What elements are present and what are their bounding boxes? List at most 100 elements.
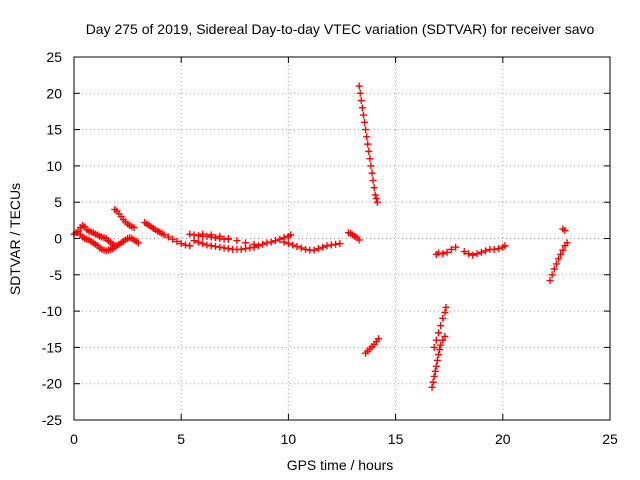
x-tick-label: 10 <box>281 431 297 447</box>
data-point <box>447 245 455 253</box>
x-tick-label: 0 <box>70 431 78 447</box>
data-point <box>363 133 371 141</box>
data-point <box>357 97 365 105</box>
data-point <box>439 250 447 258</box>
plot-frame <box>73 56 611 421</box>
data-point <box>242 239 250 247</box>
grid <box>74 57 610 420</box>
data-point <box>434 329 442 337</box>
data-point <box>552 260 560 268</box>
data-point <box>263 239 271 247</box>
data-point <box>439 336 447 344</box>
chart-title: Day 275 of 2019, Sidereal Day-to-day VTE… <box>86 21 595 37</box>
data-point <box>355 82 363 90</box>
data-point <box>310 246 318 254</box>
data-point <box>548 271 556 279</box>
data-point <box>428 383 436 391</box>
data-point <box>164 233 172 241</box>
data-point <box>186 242 194 250</box>
data-point <box>452 243 460 251</box>
data-point <box>216 232 224 240</box>
y-tick-label: 25 <box>46 49 62 65</box>
data-point <box>207 231 215 239</box>
data-point <box>546 277 554 285</box>
data-point <box>74 227 82 235</box>
data-point <box>194 238 202 246</box>
data-point <box>181 241 189 249</box>
data-point <box>432 362 440 370</box>
data-point <box>432 336 440 344</box>
data-point <box>327 241 335 249</box>
y-tick-label: -5 <box>50 267 63 283</box>
data-point <box>430 343 438 351</box>
data-point <box>557 250 565 258</box>
data-point <box>367 162 375 170</box>
data-point <box>366 155 374 163</box>
data-point <box>254 242 262 250</box>
data-point <box>293 242 301 250</box>
y-tick-label: 15 <box>46 122 62 138</box>
data-point <box>224 235 232 242</box>
axis-ticks: 0 5 10 15 20 25 -25 -20 -15 -10 -5 0 5 10 15 20 25 <box>42 49 618 447</box>
y-tick-label: 20 <box>46 85 62 101</box>
data-point <box>501 242 509 250</box>
data-point <box>173 237 181 245</box>
data-point <box>355 236 363 244</box>
data-point <box>169 235 177 243</box>
data-point <box>436 346 444 354</box>
data-point <box>370 184 378 192</box>
data-point <box>237 245 245 253</box>
y-tick-label: -10 <box>42 303 62 319</box>
data-point <box>431 367 439 375</box>
data-point <box>371 191 379 199</box>
data-point <box>207 242 215 250</box>
x-tick-label: 5 <box>177 431 185 447</box>
x-axis-label: GPS time / hours <box>287 457 394 473</box>
data-point <box>220 244 228 252</box>
data-point <box>323 242 331 250</box>
data-point <box>443 248 451 256</box>
data-point <box>561 227 569 235</box>
data-point <box>368 169 376 177</box>
data-point <box>490 245 498 253</box>
y-tick-label: 10 <box>46 158 62 174</box>
data-point <box>259 240 267 248</box>
data-point <box>359 111 367 119</box>
data-point <box>441 309 449 317</box>
data-point <box>130 224 138 232</box>
y-tick-label: 5 <box>54 194 62 210</box>
data-point <box>336 240 344 248</box>
data-point <box>495 245 503 253</box>
data-point <box>365 147 373 155</box>
data-point <box>319 243 327 251</box>
y-tick-label: -20 <box>42 376 62 392</box>
data-point <box>550 265 558 273</box>
y-tick-label: -25 <box>42 412 62 428</box>
y-tick-label: 0 <box>54 231 62 247</box>
data-point <box>430 372 438 380</box>
data-point <box>429 378 437 386</box>
data-point <box>374 335 382 343</box>
data-point <box>362 126 370 134</box>
data-point <box>563 239 571 247</box>
data-point <box>233 237 241 245</box>
data-point <box>280 238 288 246</box>
data-point <box>555 255 563 263</box>
y-tick-label: -15 <box>42 339 62 355</box>
x-tick-label: 25 <box>602 431 618 447</box>
data-point <box>276 235 284 243</box>
data-point <box>297 244 305 252</box>
data-point <box>177 240 185 248</box>
data-point <box>469 251 477 259</box>
data-point <box>199 240 207 248</box>
data-point <box>250 240 258 248</box>
data-point <box>287 231 295 239</box>
data-point <box>559 246 567 254</box>
data-point <box>134 239 142 247</box>
data-point <box>284 240 292 248</box>
data-point <box>439 314 447 322</box>
data-point <box>212 234 220 242</box>
data-point <box>332 240 340 248</box>
data-point <box>190 237 198 245</box>
data-point <box>361 118 369 126</box>
